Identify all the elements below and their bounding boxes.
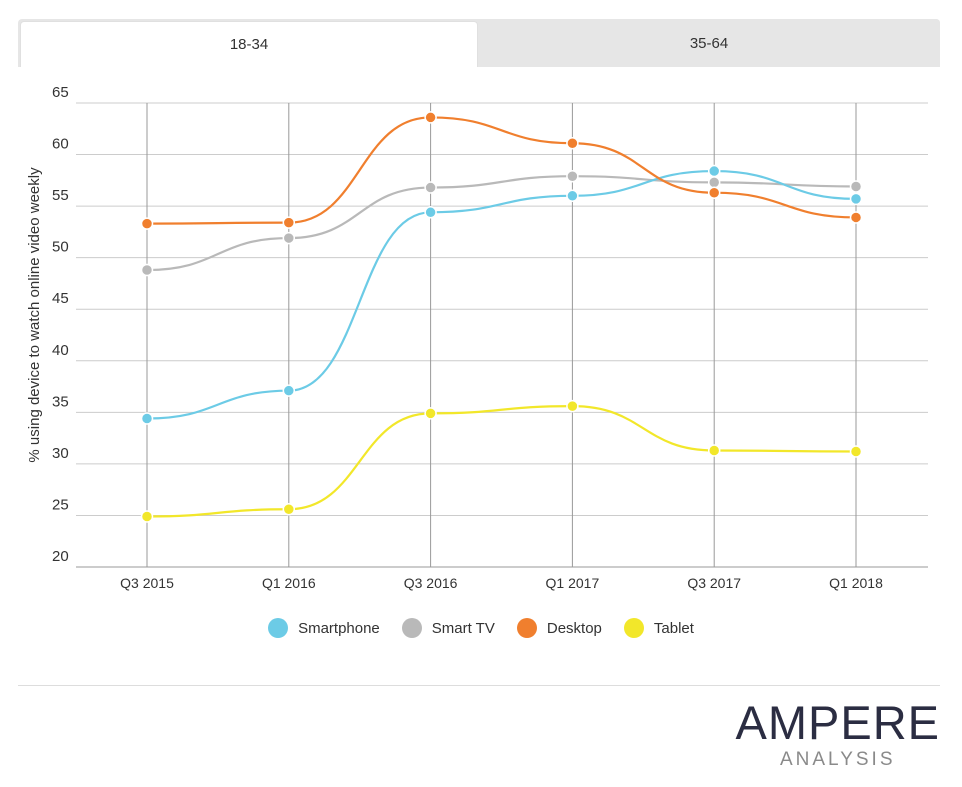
legend-label: Smartphone — [298, 619, 380, 637]
y-tick-label: 60 — [52, 136, 69, 153]
data-point-smartphone[interactable] — [140, 412, 154, 425]
chart-legend: Smartphone Smart TV Desktop Tablet — [0, 618, 962, 638]
y-axis-title: % using device to watch online video wee… — [26, 167, 43, 463]
legend-swatch — [401, 618, 422, 638]
data-point-smart-tv[interactable] — [566, 169, 579, 183]
x-tick-label: Q1 2017 — [546, 575, 600, 591]
footer-divider — [18, 685, 940, 686]
legend-label: Desktop — [546, 619, 602, 637]
ampere-analysis-logo: AMPERE ANALYSIS — [736, 697, 941, 771]
x-tick-label: Q1 2016 — [262, 575, 316, 591]
data-point-tablet[interactable] — [424, 407, 437, 420]
y-tick-label: 35 — [52, 393, 69, 410]
y-tick-label: 20 — [52, 548, 69, 565]
x-tick-label: Q1 2018 — [829, 575, 883, 591]
data-point-smart-tv[interactable] — [140, 263, 154, 277]
x-tick-label: Q3 2015 — [120, 575, 174, 591]
data-point-smartphone[interactable] — [566, 189, 579, 203]
legend-item-tablet[interactable]: Tablet — [623, 618, 694, 638]
data-point-desktop[interactable] — [140, 217, 154, 230]
data-point-smart-tv[interactable] — [282, 231, 296, 245]
series-line-tablet — [146, 405, 857, 518]
legend-label: Smart TV — [431, 619, 495, 637]
age-group-tabs: 18-34 35-64 — [18, 19, 940, 67]
data-point-tablet[interactable] — [566, 399, 579, 413]
data-point-desktop[interactable] — [282, 216, 296, 229]
data-point-smartphone[interactable] — [424, 206, 437, 219]
y-tick-label: 65 — [52, 84, 69, 101]
legend-item-smart-tv[interactable]: Smart TV — [401, 618, 495, 638]
data-point-tablet[interactable] — [282, 503, 296, 516]
x-tick-label: Q3 2016 — [404, 575, 458, 591]
y-tick-label: 40 — [52, 342, 69, 359]
legend-label: Tablet — [653, 619, 694, 637]
y-tick-label: 45 — [52, 290, 69, 307]
data-point-tablet[interactable] — [707, 444, 721, 457]
data-point-smartphone[interactable] — [849, 192, 863, 206]
series-line-smartphone — [146, 169, 857, 420]
y-tick-label: 25 — [52, 496, 69, 513]
data-point-desktop[interactable] — [566, 136, 579, 150]
y-tick-label: 30 — [52, 445, 69, 462]
legend-swatch — [268, 618, 289, 638]
legend-item-desktop[interactable]: Desktop — [516, 618, 602, 638]
data-point-desktop[interactable] — [424, 111, 437, 124]
tab-35-64[interactable]: 35-64 — [478, 19, 940, 67]
series-line-desktop — [146, 116, 857, 225]
y-tick-label: 55 — [52, 187, 69, 204]
data-point-smart-tv[interactable] — [849, 180, 863, 193]
legend-item-smartphone[interactable]: Smartphone — [268, 618, 380, 638]
data-point-smartphone[interactable] — [707, 164, 721, 178]
series-line-smart-tv — [146, 175, 857, 272]
data-point-tablet[interactable] — [849, 445, 863, 458]
logo-main-text: AMPERE — [735, 696, 940, 749]
x-tick-label: Q3 2017 — [687, 575, 741, 591]
tab-18-34[interactable]: 18-34 — [20, 21, 478, 67]
data-point-tablet[interactable] — [140, 510, 154, 523]
data-point-smart-tv[interactable] — [707, 176, 721, 189]
y-tick-label: 50 — [52, 239, 69, 256]
line-chart: 20 25 30 35 40 45 50 55 60 65 Q3 2015 Q1 2016 Q3 201… — [26, 84, 928, 591]
data-point-smart-tv[interactable] — [424, 181, 437, 194]
data-point-smartphone[interactable] — [282, 384, 296, 397]
legend-swatch — [516, 618, 537, 638]
data-point-desktop[interactable] — [849, 211, 863, 224]
data-point-desktop[interactable] — [707, 186, 721, 199]
legend-swatch — [623, 618, 644, 638]
logo-sub-text: ANALYSIS — [779, 749, 896, 770]
